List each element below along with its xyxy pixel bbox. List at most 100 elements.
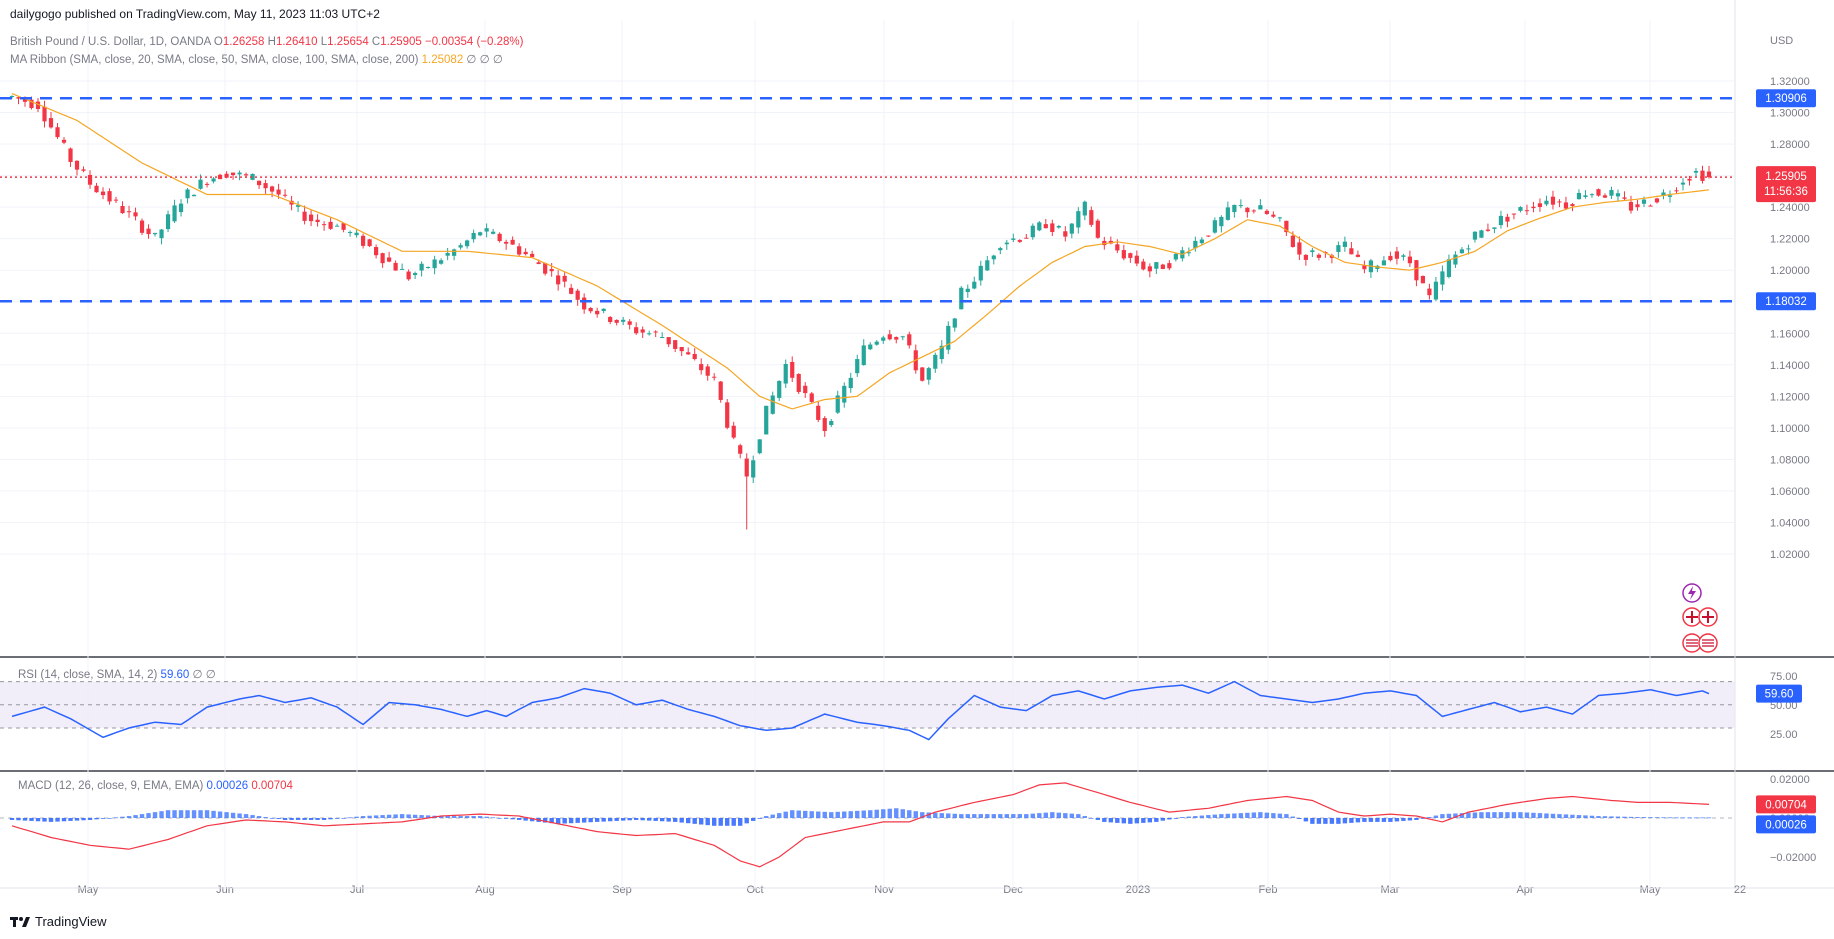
x-tick-label: 22 [1734, 884, 1746, 896]
macd-histogram-bar [1648, 817, 1653, 818]
candle-body [848, 377, 853, 389]
macd-histogram-bar [425, 815, 431, 818]
candle-body [530, 253, 535, 258]
candle-body [1544, 200, 1549, 205]
candle-body [1440, 271, 1445, 285]
macd-histogram-bar [484, 816, 489, 818]
candle-body [985, 260, 990, 271]
candle-body [764, 405, 769, 435]
candle-body [1700, 170, 1705, 181]
macd-histogram-bar [1082, 816, 1088, 818]
macd-histogram-bar [1563, 814, 1569, 818]
candle-body [874, 341, 879, 345]
candle-body [712, 376, 717, 378]
macd-histogram-bar [946, 813, 951, 818]
x-tick-label: Sep [612, 884, 632, 896]
macd-histogram-bar [1433, 815, 1439, 818]
candle-body [1238, 205, 1243, 207]
macd-histogram-bar [1147, 818, 1153, 823]
candle-body [1095, 220, 1100, 238]
macd-histogram-bar [1622, 816, 1627, 818]
macd-histogram-bar [48, 818, 54, 822]
macd-histogram-bar [1290, 816, 1296, 818]
candle-body [107, 191, 112, 202]
candle-body [1602, 195, 1608, 198]
macd-histogram-bar [445, 816, 450, 818]
macd-histogram-bar [35, 818, 41, 822]
macd-histogram-bar [751, 818, 756, 821]
candle-body [718, 381, 723, 400]
candle-body [1297, 242, 1302, 255]
candle-body [74, 160, 80, 170]
candle-body [536, 262, 541, 265]
macd-histogram-bar [1355, 818, 1361, 823]
macd-histogram-bar [393, 814, 398, 818]
y-tick-label: 1.32000 [1770, 76, 1810, 88]
candle-body [809, 393, 814, 402]
macd-histogram-bar [1115, 818, 1120, 823]
candle-body [510, 239, 515, 245]
macd-signal-badge-label: 0.00704 [1765, 799, 1807, 811]
candle-body [419, 263, 424, 271]
candle-body [829, 421, 834, 426]
candle-body [614, 319, 619, 323]
candle-body [1680, 182, 1686, 185]
candle-body [504, 241, 509, 244]
candle-body [432, 259, 437, 269]
macd-histogram-bar [406, 814, 411, 818]
macd-histogram-bar [1680, 817, 1686, 819]
macd-histogram-bar [640, 818, 645, 821]
macd-histogram-bar [1102, 818, 1107, 822]
macd-histogram-bar [933, 812, 938, 818]
macd-histogram-bar [94, 818, 99, 820]
macd-histogram-bar [503, 818, 509, 819]
candle-body [250, 173, 255, 180]
flag-cross [1686, 611, 1698, 623]
low-label: L [320, 36, 328, 48]
macd-histogram-bar [1056, 812, 1062, 818]
macd-signal-value: 0.00704 [251, 780, 293, 792]
macd-histogram-bar [757, 818, 762, 819]
candle-body [699, 364, 704, 371]
candle-body [1401, 255, 1406, 257]
rsi-line [11, 680, 1710, 741]
candle-body [933, 354, 938, 369]
macd-histogram-bar [1342, 818, 1348, 824]
macd-histogram-bar [1375, 818, 1380, 822]
macd-histogram-bar [1349, 818, 1354, 823]
y-tick-label: 1.24000 [1770, 202, 1810, 214]
macd-histogram-bar [347, 817, 353, 819]
close-label: C [371, 36, 381, 48]
candle-body [673, 340, 678, 349]
macd-histogram-bar [1017, 814, 1022, 818]
candle-body [243, 174, 249, 176]
candle-body [972, 281, 977, 289]
candle-body [126, 211, 132, 213]
macd-histogram-bar [1225, 813, 1231, 818]
macd-histogram-bar [627, 818, 632, 821]
macd-histogram-bar [380, 815, 385, 818]
x-tick-label: Mar [1381, 884, 1400, 896]
candle-body [139, 220, 145, 233]
candle-body [1472, 231, 1478, 240]
macd-histogram-bar [1219, 814, 1224, 818]
y-tick-label: 1.28000 [1770, 139, 1810, 151]
candle-body [770, 395, 775, 414]
high-value: 1.26410 [275, 36, 318, 48]
candle-body [731, 425, 736, 438]
macd-histogram-bar [1121, 818, 1127, 824]
open-label: O [213, 36, 223, 48]
candle-body [562, 275, 567, 282]
x-tick-label: May [1640, 884, 1661, 896]
macd-histogram-bar [1258, 812, 1263, 818]
macd-legend: MACD (12, 26, close, 9, EMA, EMA) 0.0002… [18, 780, 293, 792]
candle-body [894, 337, 899, 340]
candle-body [920, 367, 925, 381]
candle-body [1609, 190, 1614, 196]
macd-histogram-bar [367, 815, 372, 818]
close-value: 1.25905 [380, 36, 422, 48]
candle-body [374, 247, 379, 256]
macd-histogram-bar [1069, 813, 1075, 818]
macd-histogram-bar [1459, 813, 1465, 818]
